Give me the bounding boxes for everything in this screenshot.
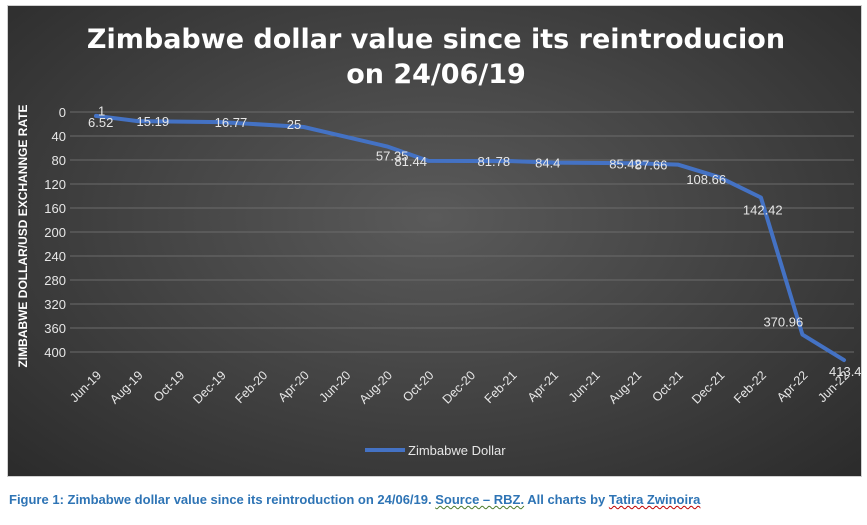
data-label: 1 <box>98 104 105 119</box>
x-tick-label: Aug-20 <box>357 368 395 406</box>
data-label: 16.77 <box>215 115 248 130</box>
line-chart: Zimbabwe dollar value since its reintrod… <box>16 24 861 458</box>
legend: Zimbabwe Dollar <box>365 443 506 458</box>
x-tick-label: Oct-19 <box>151 368 187 404</box>
x-tick-labels: Jun-19 Aug-19 Oct-19 Dec-19 Feb-20 Apr-20 Jun-… <box>67 368 852 406</box>
x-tick-label: Dec-19 <box>190 368 228 406</box>
series-line <box>94 113 846 363</box>
chart-title: Zimbabwe dollar value since its reintrod… <box>87 24 785 90</box>
y-tick-label: 360 <box>44 321 66 336</box>
y-tick-label: 120 <box>44 177 66 192</box>
data-label: 108.66 <box>686 172 726 187</box>
x-tick-label: Aug-19 <box>107 368 145 406</box>
x-tick-label: Oct-21 <box>649 368 685 404</box>
x-tick-label: Dec-21 <box>689 368 727 406</box>
y-tick-label: 240 <box>44 249 66 264</box>
chart-title-line: Zimbabwe dollar value since its reintrod… <box>87 24 785 55</box>
caption-mid: All charts by <box>524 492 609 507</box>
x-tick-label: Aug-21 <box>606 368 644 406</box>
x-tick-label: Apr-20 <box>275 368 311 404</box>
caption-prefix: Figure 1: Zimbabwe dollar value since it… <box>9 492 436 507</box>
x-tick-label: Dec-20 <box>440 368 478 406</box>
data-label: 370.96 <box>763 315 803 330</box>
data-label: 81.78 <box>478 154 511 169</box>
y-tick-label: 80 <box>52 153 66 168</box>
data-label: 413.43 <box>829 364 861 379</box>
x-tick-label: Feb-20 <box>232 368 270 406</box>
chart-area: Zimbabwe dollar value since its reintrod… <box>7 5 862 477</box>
x-tick-label: Feb-21 <box>482 368 520 406</box>
legend-label: Zimbabwe Dollar <box>408 443 506 458</box>
data-label: 25 <box>287 117 301 132</box>
x-tick-label: Jun-20 <box>317 368 354 405</box>
y-tick-label: 200 <box>44 225 66 240</box>
data-label: 57.35 <box>376 148 409 163</box>
x-tick-label: Jun-19 <box>67 368 104 405</box>
y-tick-labels: 0 40 80 120 160 200 240 280 320 360 400 <box>44 105 66 360</box>
data-label: 87.66 <box>635 158 668 173</box>
series-zimbabwe-dollar <box>94 113 846 363</box>
x-tick-label: Apr-21 <box>525 368 561 404</box>
data-label: 6.52 <box>88 115 113 130</box>
y-tick-label: 160 <box>44 201 66 216</box>
data-label: 81.44 <box>394 154 427 169</box>
chart-title-line: on 24/06/19 <box>346 59 526 90</box>
data-label: 142.42 <box>743 202 783 217</box>
data-label: 85.42 <box>609 156 642 171</box>
x-tick-label: Feb-22 <box>731 368 769 406</box>
y-tick-label: 0 <box>59 105 66 120</box>
x-tick-label: Jun-21 <box>566 368 603 405</box>
y-tick-label: 400 <box>44 345 66 360</box>
gridlines <box>70 111 854 353</box>
figure-caption: Figure 1: Zimbabwe dollar value since it… <box>9 492 859 507</box>
y-axis-label: ZIMBABWE DOLLAR/USD EXCHANNGE RATE <box>16 104 30 367</box>
y-tick-label: 280 <box>44 273 66 288</box>
x-tick-label: Oct-20 <box>400 368 436 404</box>
data-label: 15.19 <box>137 114 170 129</box>
x-tick-label: Apr-22 <box>774 368 810 404</box>
caption-source: Source – RBZ. <box>435 492 525 507</box>
caption-author: Tatira Zwinoira <box>608 492 701 507</box>
y-tick-label: 320 <box>44 297 66 312</box>
y-tick-label: 40 <box>52 129 66 144</box>
data-label: 84.4 <box>535 156 560 171</box>
